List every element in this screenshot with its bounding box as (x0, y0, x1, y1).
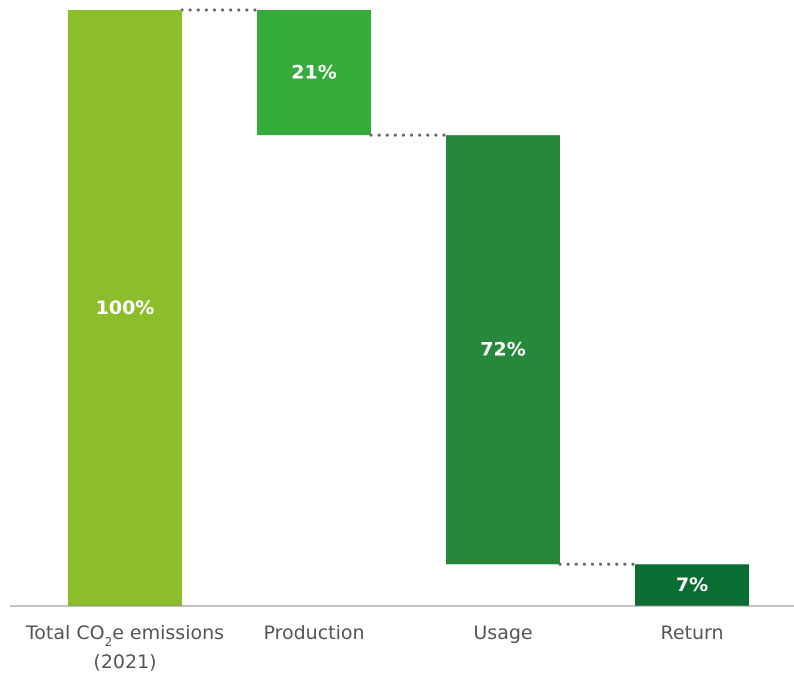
bars (68, 10, 749, 606)
bar-data-label-1: 100% (96, 297, 155, 319)
bar-2 (257, 10, 371, 136)
bar-data-labels: 100% 21% 72% 7% (96, 62, 708, 597)
category-label-1: Total CO2e emissions (25, 622, 224, 649)
category-label-2: Production (263, 622, 364, 644)
category-label-4: Return (660, 622, 723, 644)
bar-data-label-3: 72% (480, 339, 525, 361)
category-label-1-line-2: (2021) (93, 651, 156, 673)
connector-lines (180, 8, 637, 566)
bar-3 (446, 135, 560, 565)
bar-4 (635, 564, 749, 606)
bar-data-label-2: 21% (291, 62, 336, 84)
bar-data-label-4: 7% (676, 574, 708, 596)
category-label-3: Usage (473, 622, 532, 644)
category-labels: Total CO2e emissions(2021) Production Usag… (25, 622, 724, 673)
bar-1 (68, 10, 182, 606)
